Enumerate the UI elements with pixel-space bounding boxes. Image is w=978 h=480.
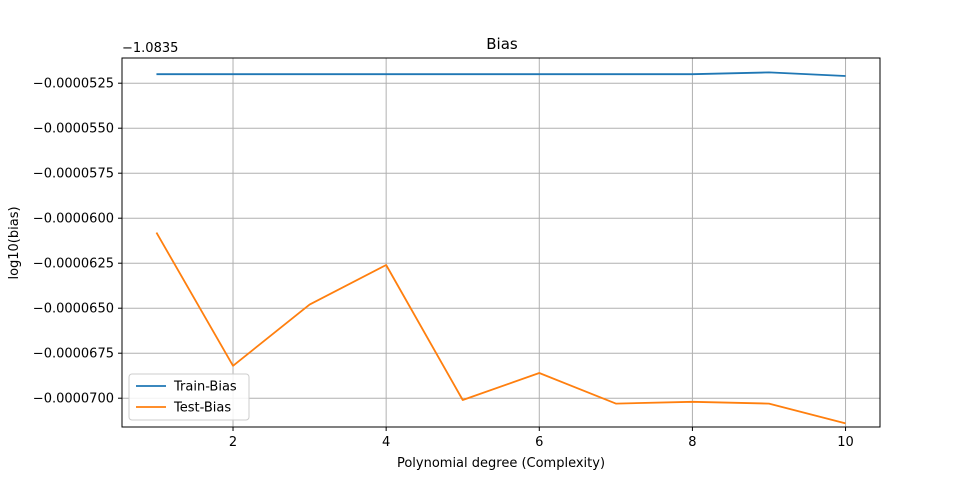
series-line-train-bias (156, 71, 846, 77)
x-axis-ticks: 2 4 6 8 10 (229, 427, 854, 450)
series-line-test-bias (155, 232, 846, 425)
y-tick-label: −0.0000700 (33, 392, 114, 407)
plot-frame (121, 57, 881, 428)
chart-title: Bias (486, 35, 518, 53)
y-tick-label: −0.0000650 (33, 302, 114, 317)
grid-lines (122, 58, 880, 427)
y-offset-label: −1.0835 (122, 41, 178, 56)
x-tick-label: 4 (382, 435, 390, 450)
x-tick-label: 2 (229, 435, 237, 450)
legend: Train-Bias Test-Bias (128, 373, 250, 421)
y-tick-label: −0.0000625 (33, 257, 114, 272)
series-lines (155, 71, 846, 425)
x-tick-label: 10 (837, 435, 854, 450)
y-tick-label: −0.0000675 (33, 347, 114, 362)
x-axis-label: Polynomial degree (Complexity) (397, 456, 605, 471)
y-tick-label: −0.0000600 (33, 212, 114, 227)
legend-label: Test-Bias (173, 401, 231, 416)
x-tick-label: 6 (535, 435, 543, 450)
y-tick-label: −0.0000575 (33, 167, 114, 182)
y-tick-label: −0.0000550 (33, 122, 114, 137)
legend-label: Train-Bias (173, 380, 237, 395)
x-tick-label: 8 (688, 435, 696, 450)
y-axis-label: log10(bias) (7, 206, 22, 279)
y-tick-label: −0.0000525 (33, 77, 114, 92)
y-axis-ticks: −0.0000525 −0.0000550 −0.0000575 −0.0000600… (33, 77, 122, 407)
